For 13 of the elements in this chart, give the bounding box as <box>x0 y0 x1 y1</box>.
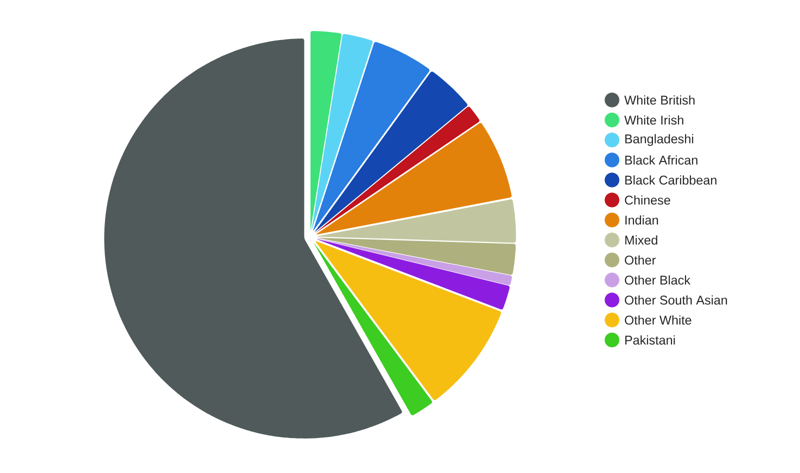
legend-label: Chinese <box>624 195 670 205</box>
legend-label: White British <box>624 95 695 105</box>
legend-label: Black Caribbean <box>625 175 716 185</box>
legend-label: Indian <box>625 215 658 225</box>
legend-label: Mixed <box>625 235 658 245</box>
legend-label: Other Black <box>624 275 690 285</box>
legend-label: Pakistani <box>625 335 675 345</box>
legend-label: Other White <box>624 315 692 325</box>
legend-label: Black African <box>625 155 698 165</box>
legend-label: Other South Asian <box>624 295 727 305</box>
legend-label: Other <box>624 255 656 265</box>
legend-label: White Irish <box>624 115 684 125</box>
legend-label: Bangladeshi <box>625 134 694 146</box>
